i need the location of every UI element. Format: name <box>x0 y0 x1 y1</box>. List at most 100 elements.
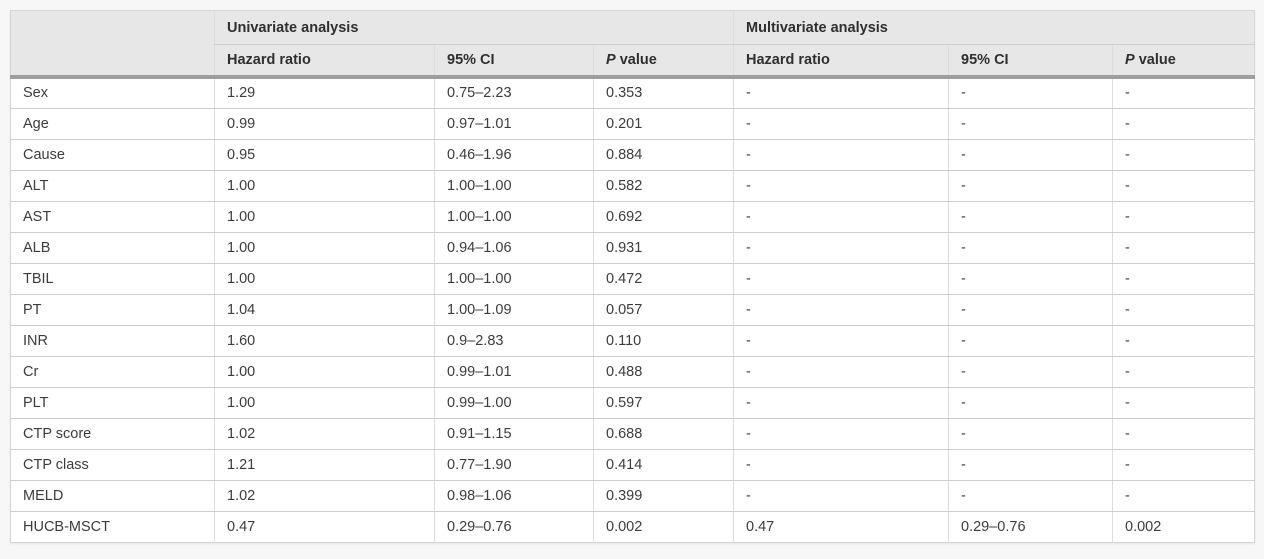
col-header-p-value-univariate: P value <box>592 44 734 79</box>
p-value-multivariate-cell: - <box>1112 139 1255 171</box>
hazard-ratio-univariate-cell: 1.02 <box>214 418 435 450</box>
hazard-ratio-univariate-cell: 1.02 <box>214 480 435 512</box>
p-value-multivariate-cell: - <box>1112 263 1255 295</box>
corner-cell <box>10 10 215 79</box>
p-value-multivariate-cell: - <box>1112 294 1255 326</box>
table-row: Age 0.99 0.97–1.01 0.201- - - <box>10 108 1255 140</box>
p-value-univariate-cell: 0.399 <box>592 480 734 512</box>
group-header-multivariate: Multivariate analysis <box>733 10 1255 45</box>
hazard-ratio-multivariate-cell: - <box>733 294 949 326</box>
p-value-univariate-cell: 0.414 <box>592 449 734 481</box>
p-value-multivariate-cell: - <box>1112 418 1255 450</box>
p-value-multivariate-cell: - <box>1112 325 1255 357</box>
table-row: HUCB-MSCT 0.47 0.29–0.76 0.002 0.47 0.29–0.76… <box>10 511 1255 543</box>
p-value-univariate-cell: 0.931 <box>592 232 734 264</box>
table-row: MELD 1.02 0.98–1.06 0.399- - - <box>10 480 1255 512</box>
variable-label: Age <box>10 108 215 140</box>
hazard-ratio-multivariate-cell: 0.47 <box>733 511 949 543</box>
variable-label: Cause <box>10 139 215 171</box>
ci-univariate-cell: 0.29–0.76 <box>434 511 594 543</box>
ci-univariate-cell: 0.94–1.06 <box>434 232 594 264</box>
hazard-ratio-univariate-cell: 1.00 <box>214 387 435 419</box>
ci-multivariate-cell: - <box>948 108 1113 140</box>
hazard-ratio-univariate-cell: 1.21 <box>214 449 435 481</box>
p-value-univariate-cell: 0.002 <box>592 511 734 543</box>
variable-label: CTP score <box>10 418 215 450</box>
ci-univariate-cell: 1.00–1.00 <box>434 170 594 202</box>
table-row: Sex 1.29 0.75–2.23 0.353- - - <box>10 77 1255 109</box>
table-body: Sex 1.29 0.75–2.23 0.353- - - Age 0.99 0.97–1.01… <box>10 77 1255 543</box>
p-value-multivariate-cell: - <box>1112 77 1255 109</box>
analysis-table-container: Univariate analysis Multivariate analysi… <box>10 10 1256 543</box>
ci-multivariate-cell: - <box>948 449 1113 481</box>
ci-multivariate-cell: - <box>948 263 1113 295</box>
variable-label: ALB <box>10 232 215 264</box>
hazard-ratio-univariate-cell: 1.00 <box>214 170 435 202</box>
ci-univariate-cell: 0.99–1.00 <box>434 387 594 419</box>
col-header-hazard-ratio-multivariate: Hazard ratio <box>733 44 949 79</box>
ci-multivariate-cell: - <box>948 294 1113 326</box>
p-value-multivariate-cell: - <box>1112 108 1255 140</box>
hazard-ratio-multivariate-cell: - <box>733 139 949 171</box>
variable-label: CTP class <box>10 449 215 481</box>
subheader-row: Hazard ratio 95% CI P value Hazard ratio… <box>11 44 1255 79</box>
ci-univariate-cell: 1.00–1.09 <box>434 294 594 326</box>
ci-univariate-cell: 0.75–2.23 <box>434 77 594 109</box>
p-value-univariate-cell: 0.472 <box>592 263 734 295</box>
hazard-ratio-univariate-cell: 0.47 <box>214 511 435 543</box>
ci-univariate-cell: 1.00–1.00 <box>434 263 594 295</box>
group-header-univariate: Univariate analysis <box>213 10 734 45</box>
ci-multivariate-cell: - <box>948 77 1113 109</box>
ci-multivariate-cell: - <box>948 387 1113 419</box>
ci-univariate-cell: 0.77–1.90 <box>434 449 594 481</box>
p-value-multivariate-cell: 0.002 <box>1112 511 1255 543</box>
table-row: PLT 1.00 0.99–1.00 0.597- - - <box>10 387 1255 419</box>
hazard-ratio-univariate-cell: 1.60 <box>214 325 435 357</box>
p-value-univariate-cell: 0.110 <box>592 325 734 357</box>
ci-multivariate-cell: - <box>948 170 1113 202</box>
hazard-ratio-multivariate-cell: - <box>733 480 949 512</box>
hazard-ratio-multivariate-cell: - <box>733 387 949 419</box>
variable-label: PLT <box>10 387 215 419</box>
hazard-ratio-multivariate-cell: - <box>733 77 949 109</box>
p-value-univariate-cell: 0.057 <box>592 294 734 326</box>
variable-label: TBIL <box>10 263 215 295</box>
p-value-univariate-cell: 0.692 <box>592 201 734 233</box>
p-value-univariate-cell: 0.582 <box>592 170 734 202</box>
variable-label: ALT <box>10 170 215 202</box>
table-row: PT 1.04 1.00–1.09 0.057- - - <box>10 294 1255 326</box>
table-row: CTP score 1.02 0.91–1.15 0.688- - - <box>10 418 1255 450</box>
hazard-ratio-multivariate-cell: - <box>733 232 949 264</box>
ci-multivariate-cell: - <box>948 418 1113 450</box>
p-value-univariate-cell: 0.597 <box>592 387 734 419</box>
table-row: Cause 0.95 0.46–1.96 0.884- - - <box>10 139 1255 171</box>
hazard-ratio-univariate-cell: 0.95 <box>214 139 435 171</box>
hazard-ratio-univariate-cell: 1.00 <box>214 356 435 388</box>
hazard-ratio-multivariate-cell: - <box>733 325 949 357</box>
hazard-ratio-multivariate-cell: - <box>733 108 949 140</box>
variable-label: HUCB-MSCT <box>10 511 215 543</box>
ci-univariate-cell: 0.99–1.01 <box>434 356 594 388</box>
ci-univariate-cell: 0.97–1.01 <box>434 108 594 140</box>
table-row: INR 1.60 0.9–2.83 0.110- - - <box>10 325 1255 357</box>
table-row: TBIL 1.00 1.00–1.00 0.472- - - <box>10 263 1255 295</box>
col-header-hazard-ratio-univariate: Hazard ratio <box>214 44 435 79</box>
p-value-multivariate-cell: - <box>1112 480 1255 512</box>
col-header-p-value-multivariate: P value <box>1112 44 1255 79</box>
hazard-ratio-univariate-cell: 0.99 <box>214 108 435 140</box>
col-header-ci-multivariate: 95% CI <box>948 44 1113 79</box>
variable-label: Cr <box>10 356 215 388</box>
p-value-multivariate-cell: - <box>1112 170 1255 202</box>
p-value-multivariate-cell: - <box>1112 387 1255 419</box>
p-value-multivariate-cell: - <box>1112 356 1255 388</box>
hazard-ratio-multivariate-cell: - <box>733 418 949 450</box>
ci-multivariate-cell: - <box>948 201 1113 233</box>
hazard-ratio-multivariate-cell: - <box>733 356 949 388</box>
ci-multivariate-cell: - <box>948 139 1113 171</box>
table-row: Cr 1.00 0.99–1.01 0.488- - - <box>10 356 1255 388</box>
ci-univariate-cell: 1.00–1.00 <box>434 201 594 233</box>
table-header: Univariate analysis Multivariate analysi… <box>10 10 1255 79</box>
variable-label: PT <box>10 294 215 326</box>
ci-multivariate-cell: - <box>948 480 1113 512</box>
p-value-univariate-cell: 0.353 <box>592 77 734 109</box>
